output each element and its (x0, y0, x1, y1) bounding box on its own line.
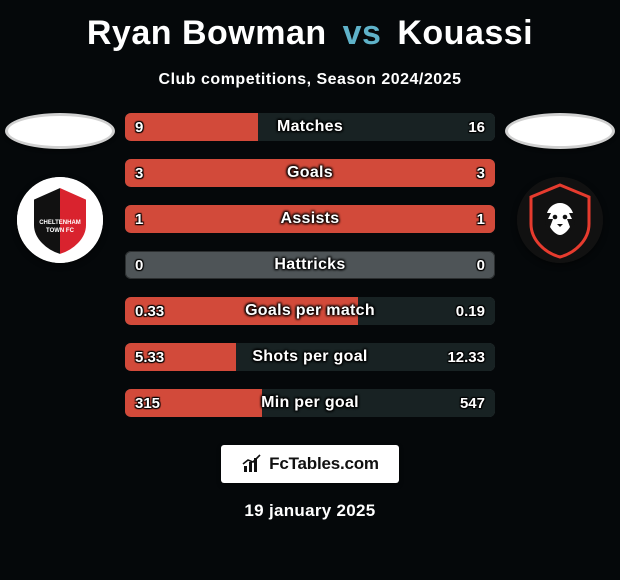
svg-text:TOWN FC: TOWN FC (46, 228, 75, 234)
brand-text: FcTables.com (269, 454, 379, 474)
stat-row: 916Matches (125, 113, 495, 141)
cheltenham-crest-icon: CHELTENHAM TOWN FC (17, 177, 103, 263)
left-club-crest: CHELTENHAM TOWN FC (17, 177, 103, 263)
stat-label: Hattricks (125, 251, 495, 279)
stat-row: 315547Min per goal (125, 389, 495, 417)
stat-label: Matches (125, 113, 495, 141)
comparison-title: Ryan Bowman vs Kouassi (0, 0, 620, 53)
stat-row: 00Hattricks (125, 251, 495, 279)
right-player-photo-placeholder (505, 113, 615, 149)
stat-row: 11Assists (125, 205, 495, 233)
right-club-crest (517, 177, 603, 263)
stat-row: 5.3312.33Shots per goal (125, 343, 495, 371)
stat-label: Min per goal (125, 389, 495, 417)
chart-icon (241, 453, 263, 475)
stat-row: 33Goals (125, 159, 495, 187)
stat-label: Shots per goal (125, 343, 495, 371)
svg-text:CHELTENHAM: CHELTENHAM (39, 220, 81, 226)
stat-label: Assists (125, 205, 495, 233)
player1-name: Ryan Bowman (87, 14, 327, 52)
season-subtitle: Club competitions, Season 2024/2025 (0, 71, 620, 89)
vs-separator: vs (343, 14, 382, 52)
stat-label: Goals (125, 159, 495, 187)
stat-label: Goals per match (125, 297, 495, 325)
brand-badge: FcTables.com (221, 445, 399, 483)
stat-row: 0.330.19Goals per match (125, 297, 495, 325)
left-player-photo-placeholder (5, 113, 115, 149)
stat-bars-container: 916Matches 33Goals 11Assists 00Hattricks 0.3… (125, 113, 495, 417)
player2-name: Kouassi (397, 14, 533, 52)
right-player-column (500, 113, 620, 263)
salford-crest-icon (517, 177, 603, 263)
comparison-stage: CHELTENHAM TOWN FC 916Matches 33Goals 11As… (0, 113, 620, 417)
left-player-column: CHELTENHAM TOWN FC (0, 113, 120, 263)
snapshot-date: 19 january 2025 (0, 501, 620, 521)
